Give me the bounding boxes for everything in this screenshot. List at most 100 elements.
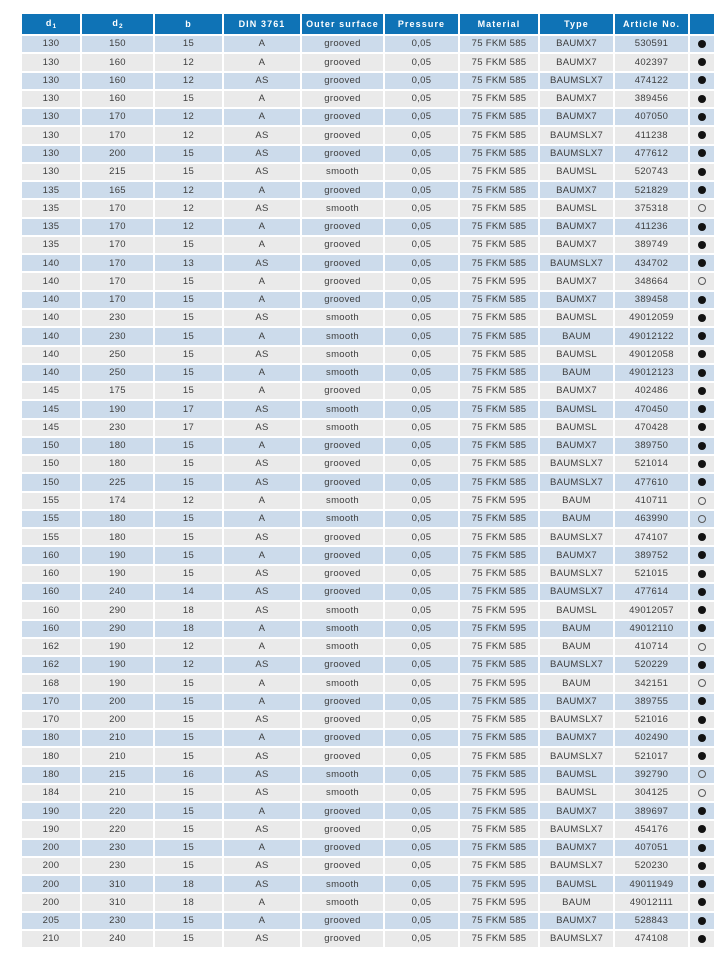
cell-d1: 168: [22, 675, 82, 694]
availability-dot-icon: [698, 752, 706, 761]
cell-article-no: 304125: [615, 784, 690, 804]
cell-availability: [690, 364, 714, 384]
cell-din3761: A: [224, 182, 302, 201]
cell-d1: 162: [22, 638, 82, 658]
cell-material: 75 FKM 585: [460, 383, 540, 402]
table-row: 135 170 15 A grooved 0,05 75 FKM 585 BAU…: [22, 236, 714, 256]
cell-article-no: 434702: [615, 255, 690, 274]
cell-availability: [690, 821, 714, 840]
availability-dot-icon: [698, 697, 706, 706]
cell-b: 18: [155, 620, 224, 639]
col-header-d1-label: d: [45, 18, 53, 28]
table-row: 145 175 15 A grooved 0,05 75 FKM 585 BAU…: [22, 383, 714, 402]
cell-article-no: 402490: [615, 730, 690, 749]
cell-material: 75 FKM 585: [460, 474, 540, 493]
cell-article-no: 49011949: [615, 876, 690, 895]
availability-dot-icon: [698, 368, 706, 377]
cell-material: 75 FKM 585: [460, 565, 540, 584]
cell-din3761: AS: [224, 163, 302, 183]
cell-material: 75 FKM 585: [460, 218, 540, 237]
cell-material: 75 FKM 585: [460, 638, 540, 658]
cell-outer-surface: grooved: [302, 693, 385, 712]
table-row: 180 215 16 AS smooth 0,05 75 FKM 585 BAU…: [22, 766, 714, 785]
cell-d1: 130: [22, 90, 82, 110]
cell-material: 75 FKM 585: [460, 419, 540, 438]
cell-din3761: A: [224, 492, 302, 511]
cell-b: 17: [155, 419, 224, 438]
cell-din3761: A: [224, 383, 302, 402]
cell-pressure: 0,05: [385, 894, 460, 913]
cell-material: 75 FKM 585: [460, 255, 540, 274]
cell-pressure: 0,05: [385, 912, 460, 932]
table-row: 180 210 15 A grooved 0,05 75 FKM 585 BAU…: [22, 730, 714, 749]
cell-b: 15: [155, 693, 224, 712]
cell-din3761: A: [224, 894, 302, 913]
cell-outer-surface: grooved: [302, 657, 385, 676]
cell-material: 75 FKM 595: [460, 602, 540, 621]
cell-article-no: 477612: [615, 145, 690, 164]
table-row: 170 200 15 A grooved 0,05 75 FKM 585 BAU…: [22, 693, 714, 712]
table-row: 130 160 12 A grooved 0,05 75 FKM 585 BAU…: [22, 54, 714, 73]
cell-d2: 310: [82, 894, 155, 913]
cell-d1: 190: [22, 821, 82, 840]
cell-d1: 160: [22, 547, 82, 566]
table-row: 155 180 15 A smooth 0,05 75 FKM 585 BAUM…: [22, 510, 714, 530]
table-row: 150 180 15 A grooved 0,05 75 FKM 585 BAU…: [22, 437, 714, 457]
col-header-d1: d1: [22, 14, 82, 36]
cell-outer-surface: grooved: [302, 36, 385, 55]
cell-d2: 170: [82, 218, 155, 237]
cell-d2: 170: [82, 109, 155, 128]
table-row: 150 225 15 AS grooved 0,05 75 FKM 585 BA…: [22, 474, 714, 493]
table-body: 130 150 15 A grooved 0,05 75 FKM 585 BAU…: [22, 36, 714, 950]
table-row: 162 190 12 AS grooved 0,05 75 FKM 585 BA…: [22, 657, 714, 676]
cell-outer-surface: smooth: [302, 309, 385, 329]
cell-availability: [690, 109, 714, 128]
cell-article-no: 402397: [615, 54, 690, 73]
cell-article-no: 375318: [615, 200, 690, 219]
cell-d1: 155: [22, 492, 82, 511]
cell-article-no: 49012123: [615, 364, 690, 384]
cell-availability: [690, 638, 714, 658]
cell-availability: [690, 255, 714, 274]
cell-article-no: 49012059: [615, 309, 690, 329]
cell-outer-surface: grooved: [302, 90, 385, 110]
cell-d1: 130: [22, 54, 82, 73]
cell-material: 75 FKM 585: [460, 857, 540, 877]
cell-din3761: A: [224, 675, 302, 694]
cell-d1: 210: [22, 931, 82, 950]
availability-dot-icon: [698, 94, 706, 103]
availability-dot-icon: [698, 533, 706, 542]
table-row: 130 160 12 AS grooved 0,05 75 FKM 585 BA…: [22, 72, 714, 91]
cell-material: 75 FKM 595: [460, 620, 540, 639]
cell-d2: 310: [82, 876, 155, 895]
cell-d1: 200: [22, 857, 82, 877]
cell-d1: 170: [22, 693, 82, 712]
cell-availability: [690, 163, 714, 183]
cell-outer-surface: smooth: [302, 876, 385, 895]
cell-d2: 230: [82, 857, 155, 877]
cell-pressure: 0,05: [385, 54, 460, 73]
table-row: 140 230 15 AS smooth 0,05 75 FKM 585 BAU…: [22, 309, 714, 329]
cell-d2: 170: [82, 127, 155, 146]
cell-pressure: 0,05: [385, 236, 460, 256]
cell-type: BAUMSL: [540, 200, 615, 219]
cell-type: BAUMSLX7: [540, 931, 615, 950]
cell-d1: 130: [22, 145, 82, 164]
cell-outer-surface: smooth: [302, 784, 385, 804]
cell-pressure: 0,05: [385, 309, 460, 329]
cell-material: 75 FKM 585: [460, 931, 540, 950]
cell-type: BAUMX7: [540, 54, 615, 73]
availability-dot-icon: [698, 807, 706, 816]
cell-pressure: 0,05: [385, 163, 460, 183]
cell-material: 75 FKM 595: [460, 492, 540, 511]
cell-b: 15: [155, 36, 224, 55]
cell-b: 13: [155, 255, 224, 274]
cell-din3761: AS: [224, 602, 302, 621]
cell-b: 12: [155, 638, 224, 658]
cell-din3761: AS: [224, 748, 302, 767]
cell-outer-surface: grooved: [302, 127, 385, 146]
cell-article-no: 348664: [615, 273, 690, 292]
cell-article-no: 477614: [615, 583, 690, 603]
cell-availability: [690, 437, 714, 457]
table-row: 140 250 15 A smooth 0,05 75 FKM 585 BAUM…: [22, 364, 714, 384]
